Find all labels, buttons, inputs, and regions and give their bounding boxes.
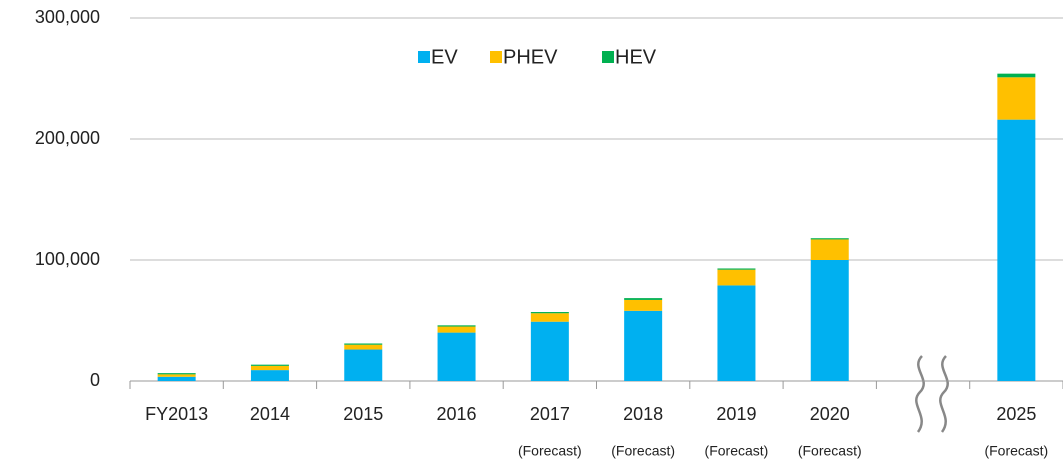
y-tick-label: 100,000 [35,249,100,269]
legend-swatch [490,51,502,63]
bar-segment [250,370,289,381]
x-tick-label: 2015 [343,404,383,424]
break-line [939,355,949,433]
x-tick-sublabel: (Forecast) [705,443,769,459]
bar-segment [157,373,196,375]
x-tick-label: 2014 [250,404,290,424]
y-tick-label: 0 [90,370,100,390]
bar-segment [997,73,1036,78]
x-tick-sublabel: (Forecast) [518,443,582,459]
legend-label: HEV [615,46,657,68]
x-tick-label: 2025 [996,404,1036,424]
bar-segment [717,269,756,286]
legend-swatch [418,51,430,63]
y-tick-label: 300,000 [35,7,100,27]
x-tick-label: 2017 [530,404,570,424]
x-tick-label: 2016 [437,404,477,424]
legend-label: PHEV [503,46,558,68]
bar-segment [997,119,1036,381]
x-tick-label: 2018 [623,404,663,424]
bar-segment [530,313,569,322]
y-tick-label: 200,000 [35,128,100,148]
bar-segment [810,238,849,240]
bar-segment [344,344,383,350]
bar-segment [157,374,196,377]
bar-segment [810,239,849,260]
bar-segment [624,299,663,311]
break-line [915,355,925,433]
x-tick-sublabel: (Forecast) [984,443,1048,459]
x-tick-sublabel: (Forecast) [611,443,675,459]
bar-segment [437,332,476,381]
bar-segment [344,349,383,381]
bar-segment [717,268,756,270]
bar-segment [810,260,849,381]
bar-segment [624,310,663,381]
legend-label: EV [431,46,458,68]
bar-segment [997,77,1036,120]
bar-segment [250,365,289,371]
x-tick-label: 2020 [810,404,850,424]
bar-segment [437,326,476,333]
bar-segment [624,298,663,300]
bar-segment [157,376,196,381]
x-tick-label: 2019 [716,404,756,424]
x-tick-sublabel: (Forecast) [798,443,862,459]
x-tick-label: FY2013 [145,404,208,424]
bar-segment [530,321,569,381]
bar-segment [250,364,289,366]
axis-break [915,355,949,433]
bar-segment [344,343,383,345]
bar-segment [530,312,569,314]
bar-segment [437,325,476,327]
legend-swatch [602,51,614,63]
bar-segment [717,285,756,381]
